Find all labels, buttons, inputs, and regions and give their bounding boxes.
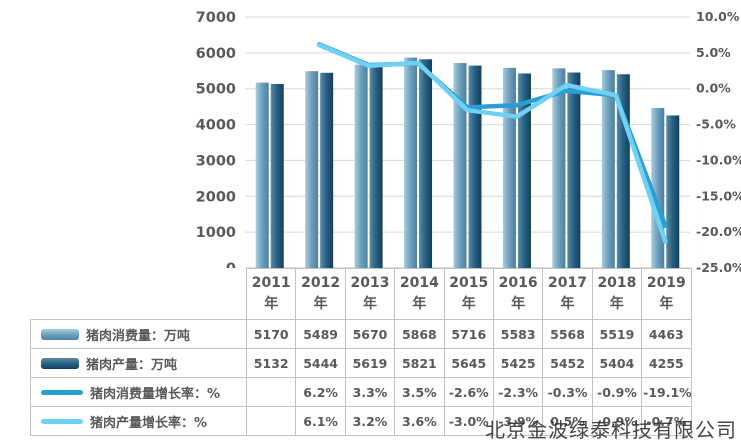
table-value-cell: 5645: [443, 348, 494, 378]
bar-consumption: [354, 64, 368, 268]
legend-label: 猪肉产量增长率：%: [90, 415, 208, 431]
table-value-cell: [245, 406, 297, 436]
bar-production: [369, 66, 383, 269]
legend-swatch-bar0-icon: [41, 328, 79, 340]
table-corner-spacer: [30, 268, 247, 320]
legend-cell: 猪肉消费量：万吨: [30, 319, 247, 349]
table-value-cell: 4255: [641, 348, 692, 378]
table-value-cell: 5821: [394, 348, 445, 378]
legend-swatch-line0-icon: [41, 389, 83, 395]
year-header-cell: 2016 年: [492, 268, 544, 320]
table-value-cell: 4463: [641, 319, 692, 349]
table-value-cell: 5452: [542, 348, 593, 378]
left-axis-tick: 6000: [196, 46, 236, 62]
table-value-cell: -0.3%: [542, 377, 593, 407]
left-axis-tick: 7000: [196, 10, 236, 26]
left-axis-tick: 3000: [196, 153, 236, 169]
bar-consumption: [453, 63, 467, 268]
left-axis-tick: 5000: [196, 82, 236, 98]
bar-consumption: [404, 57, 418, 268]
bar-production: [419, 59, 433, 268]
table-value-cell: 5716: [443, 319, 494, 349]
year-header-cell: 2013 年: [344, 268, 396, 320]
right-axis-tick: 10.0%: [696, 9, 740, 24]
bar-production: [468, 65, 482, 268]
watermark-text: 北京金波绿泰科技有限公司: [485, 418, 737, 442]
table-value-cell: [245, 377, 297, 407]
table-value-cell: 5425: [492, 348, 544, 378]
year-header-cell: 2018 年: [591, 268, 643, 320]
year-header-cell: 2015 年: [443, 268, 494, 320]
left-axis-tick: 2000: [196, 189, 236, 205]
combo-chart-svg: 7000600050004000300020001000010.0%5.0%0.…: [196, 9, 741, 277]
table-value-cell: 3.2%: [344, 406, 396, 436]
right-axis-tick: -5.0%: [696, 117, 736, 132]
bar-consumption: [552, 68, 566, 268]
right-axis-tick: -15.0%: [696, 188, 741, 203]
right-axis-tick: -20.0%: [696, 224, 741, 239]
table-value-cell: 6.2%: [295, 377, 346, 407]
table-value-cell: 5519: [591, 319, 643, 349]
legend-label: 猪肉消费量增长率：%: [90, 386, 221, 402]
bar-consumption: [305, 71, 319, 268]
bar-production: [517, 73, 531, 268]
table-value-cell: 5583: [492, 319, 544, 349]
legend-cell: 猪肉产量：万吨: [30, 348, 247, 378]
table-value-cell: 5619: [344, 348, 396, 378]
right-axis-tick: 0.0%: [696, 81, 731, 96]
line-production-growth: [316, 42, 668, 244]
bar-consumption: [601, 70, 615, 268]
table-value-cell: 5868: [394, 319, 445, 349]
legend-swatch-line1-icon: [41, 418, 83, 424]
year-header-cell: 2012 年: [295, 268, 346, 320]
table-value-cell: -0.9%: [591, 406, 643, 436]
table-value-cell: 6.1%: [295, 406, 346, 436]
table-value-cell: 3.6%: [394, 406, 445, 436]
table-value-cell: 5670: [344, 319, 396, 349]
table-value-cell: 5404: [591, 348, 643, 378]
left-axis-tick: 4000: [196, 118, 236, 134]
table-value-cell: 5568: [542, 319, 593, 349]
bar-production: [270, 83, 284, 268]
year-header-cell: 2017 年: [542, 268, 593, 320]
right-axis-tick: -25.0%: [696, 260, 741, 275]
year-header-cell: 2014 年: [394, 268, 445, 320]
table-value-cell: 5132: [245, 348, 297, 378]
legend-cell: 猪肉消费量增长率：%: [30, 377, 247, 407]
table-value-cell: 3.5%: [394, 377, 445, 407]
legend-label: 猪肉产量：万吨: [86, 357, 178, 373]
bar-production: [666, 115, 680, 268]
table-value-cell: -0.7%: [641, 406, 692, 436]
table-value-cell: 5444: [295, 348, 346, 378]
table-value-cell: 5170: [245, 319, 297, 349]
right-axis-tick: -10.0%: [696, 152, 741, 167]
legend-label: 猪肉消费量：万吨: [86, 328, 191, 344]
table-value-cell: -0.9%: [591, 377, 643, 407]
table-value-cell: -2.6%: [443, 377, 494, 407]
bar-production: [320, 72, 334, 268]
table-value-cell: -3.9%: [492, 406, 544, 436]
right-axis-tick: 5.0%: [696, 45, 731, 60]
table-value-cell: 5489: [295, 319, 346, 349]
table-value-cell: 3.3%: [344, 377, 396, 407]
data-table: 2011 年 2012 年 2013 年 2014 年 2015 年 2016 年 2017 年 2018 年…: [30, 268, 692, 436]
bar-consumption: [255, 82, 269, 269]
table-value-cell: -19.1%: [641, 377, 692, 407]
year-header-cell: 2011 年: [245, 268, 297, 320]
table-value-cell: 0.5%: [542, 406, 593, 436]
table-value-cell: -2.3%: [492, 377, 544, 407]
left-axis-tick: 1000: [196, 225, 236, 241]
year-header-cell: 2019 年: [641, 268, 692, 320]
legend-cell: 猪肉产量增长率：%: [30, 406, 247, 436]
bar-consumption: [502, 67, 516, 268]
legend-swatch-bar1-icon: [41, 357, 79, 369]
bar-production: [567, 72, 581, 268]
